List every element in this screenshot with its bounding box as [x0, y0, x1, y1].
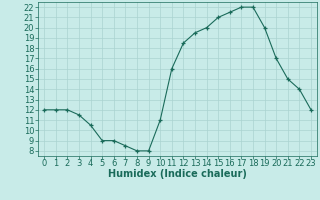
- X-axis label: Humidex (Indice chaleur): Humidex (Indice chaleur): [108, 169, 247, 179]
